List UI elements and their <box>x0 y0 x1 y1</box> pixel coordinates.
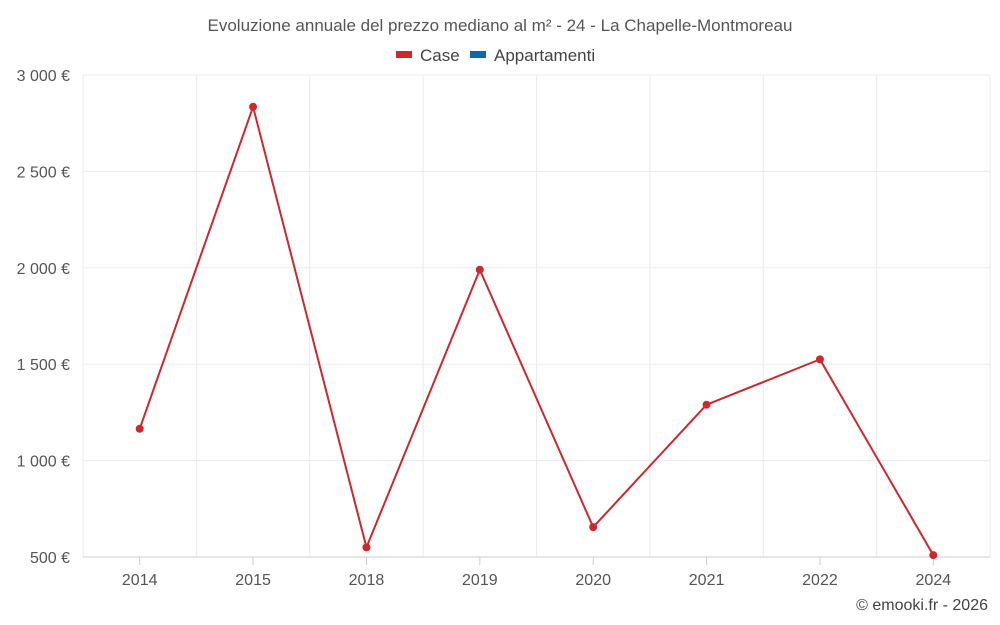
legend-swatch-appartamenti <box>470 51 486 58</box>
legend-label-appartamenti: Appartamenti <box>494 46 595 65</box>
data-point[interactable] <box>362 543 371 552</box>
data-point[interactable] <box>702 400 711 409</box>
legend: Case Appartamenti <box>396 46 595 65</box>
data-point[interactable] <box>589 523 598 532</box>
data-point[interactable] <box>249 102 258 111</box>
series <box>135 102 938 560</box>
legend-label-case: Case <box>420 46 460 65</box>
grid <box>82 74 991 557</box>
data-point[interactable] <box>929 551 938 560</box>
y-tick-label: 500 € <box>30 550 70 567</box>
x-axis-ticks: 2014 2015 2018 2019 2020 2021 2022 2024 <box>122 572 951 589</box>
x-tick-label: 2021 <box>689 572 725 589</box>
legend-swatch-case <box>396 51 412 58</box>
x-tick-label: 2019 <box>462 572 498 589</box>
data-point[interactable] <box>815 355 824 364</box>
chart-title: Evoluzione annuale del prezzo mediano al… <box>208 16 793 35</box>
legend-item-case[interactable]: Case <box>396 46 460 65</box>
x-tick-label: 2014 <box>122 572 158 589</box>
y-tick-label: 1 000 € <box>17 454 70 471</box>
data-point[interactable] <box>475 265 484 274</box>
x-tick-label: 2018 <box>349 572 385 589</box>
x-tick-label: 2020 <box>575 572 611 589</box>
x-tick-label: 2024 <box>916 572 952 589</box>
y-tick-label: 2 000 € <box>17 261 70 278</box>
y-tick-label: 1 500 € <box>17 357 70 374</box>
y-tick-label: 3 000 € <box>17 68 70 85</box>
x-tick-label: 2022 <box>802 572 838 589</box>
credit-text: © emooki.fr - 2026 <box>856 597 988 614</box>
x-tick-label: 2015 <box>235 572 271 589</box>
axes <box>83 556 990 565</box>
data-point[interactable] <box>135 424 144 433</box>
y-axis-ticks: 500 € 1 000 € 1 500 € 2 000 € 2 500 € 3 000 € <box>17 68 70 567</box>
series-line-0 <box>138 105 935 556</box>
legend-item-appartamenti[interactable]: Appartamenti <box>470 46 595 65</box>
y-tick-label: 2 500 € <box>17 164 70 181</box>
